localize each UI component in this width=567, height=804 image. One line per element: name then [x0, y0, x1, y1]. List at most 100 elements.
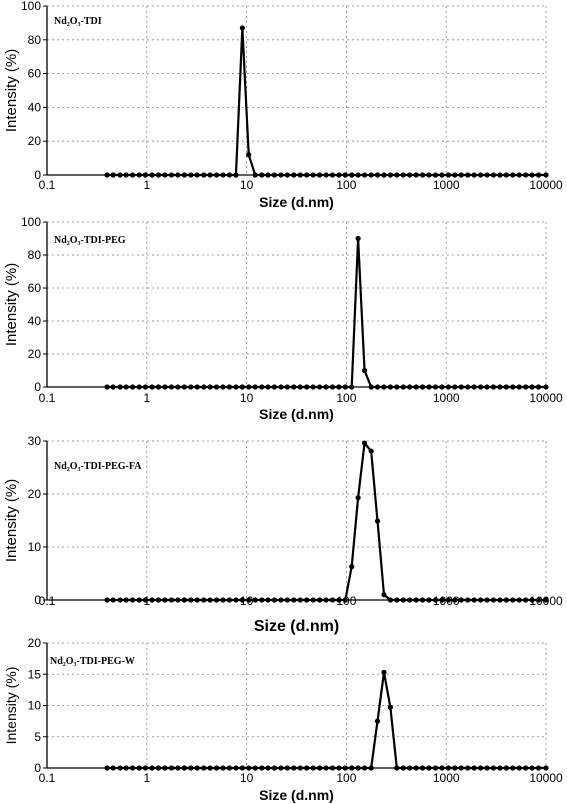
data-point — [226, 597, 233, 603]
data-point — [523, 172, 529, 178]
data-point — [123, 384, 129, 390]
data-point — [349, 765, 355, 771]
data-point — [535, 384, 542, 390]
y-tick-label: 5 — [34, 730, 41, 744]
data-point — [465, 172, 471, 178]
data-point — [387, 384, 394, 390]
data-point — [413, 172, 419, 178]
data-point — [516, 384, 522, 390]
data-point — [529, 765, 535, 771]
data-point — [432, 384, 439, 390]
data-point — [213, 172, 220, 178]
data-point — [490, 597, 497, 603]
data-point — [426, 765, 432, 771]
data-point — [181, 597, 187, 603]
data-point — [490, 172, 497, 178]
data-point — [355, 765, 361, 771]
data-point — [439, 172, 445, 178]
y-tick-label: 60 — [28, 281, 42, 295]
data-point — [220, 172, 226, 178]
data-point — [213, 384, 220, 390]
data-point — [142, 765, 149, 771]
data-point — [188, 597, 194, 603]
data-point — [471, 765, 477, 771]
data-point — [265, 172, 271, 178]
data-point — [291, 384, 297, 390]
data-point — [516, 172, 522, 178]
data-point — [104, 765, 110, 771]
x-tick-label: 0.1 — [39, 594, 56, 608]
data-point — [226, 765, 233, 771]
x-tick-label: 1000 — [433, 771, 460, 785]
data-point — [129, 384, 136, 390]
data-point — [304, 765, 310, 771]
data-point — [162, 597, 168, 603]
data-point — [149, 765, 155, 771]
data-point — [484, 765, 490, 771]
x-axis-label: Size (d.nm) — [259, 406, 334, 422]
data-point — [284, 765, 290, 771]
data-point — [407, 172, 413, 178]
data-point — [259, 172, 265, 178]
data-point — [129, 172, 136, 178]
data-point — [284, 172, 290, 178]
data-point — [117, 765, 123, 771]
data-point — [426, 172, 432, 178]
data-point — [226, 172, 233, 178]
x-tick-label: 1 — [143, 178, 150, 192]
data-point — [381, 592, 387, 598]
data-point — [104, 384, 110, 390]
data-point — [387, 597, 394, 603]
data-point — [419, 597, 426, 603]
data-point — [304, 597, 310, 603]
data-point — [400, 597, 406, 603]
data-point — [129, 597, 136, 603]
data-point — [336, 765, 342, 771]
data-point — [297, 597, 303, 603]
y-tick-label: 10 — [28, 699, 42, 713]
data-point — [452, 597, 458, 603]
data-point — [374, 384, 381, 390]
data-point — [497, 765, 503, 771]
data-point — [136, 384, 142, 390]
data-point — [162, 765, 168, 771]
data-point — [432, 172, 439, 178]
y-tick-label: 100 — [21, 215, 41, 229]
y-axis-label: Intensity (%) — [3, 263, 20, 346]
y-tick-label: 60 — [28, 67, 42, 81]
data-point — [271, 384, 278, 390]
data-point — [381, 669, 387, 675]
data-point — [426, 384, 432, 390]
data-point — [329, 384, 336, 390]
data-point — [155, 384, 162, 390]
data-point — [458, 384, 464, 390]
y-tick-label: 15 — [28, 667, 42, 681]
data-point — [226, 384, 233, 390]
data-point — [342, 597, 348, 603]
data-point — [452, 765, 458, 771]
data-point — [368, 172, 374, 178]
data-point — [535, 172, 542, 178]
data-point — [188, 172, 194, 178]
x-axis-label: Size (d.nm) — [254, 618, 339, 635]
data-point — [136, 172, 142, 178]
data-point — [439, 384, 445, 390]
data-point — [323, 172, 329, 178]
data-point — [175, 765, 181, 771]
data-point — [194, 597, 200, 603]
data-point — [317, 384, 323, 390]
y-tick-label: 20 — [28, 636, 42, 650]
sample-annotation: Nd₂O₃-TDI — [54, 16, 102, 27]
data-point — [310, 384, 316, 390]
data-point — [213, 597, 220, 603]
data-point — [329, 172, 336, 178]
data-point — [413, 597, 419, 603]
data-point — [413, 765, 419, 771]
data-point — [471, 597, 477, 603]
y-tick-label: 0 — [34, 380, 41, 394]
data-point — [168, 384, 175, 390]
data-point — [535, 597, 542, 603]
x-tick-label: 1 — [143, 771, 150, 785]
x-tick-label: 10000 — [529, 391, 563, 405]
data-point — [503, 172, 509, 178]
